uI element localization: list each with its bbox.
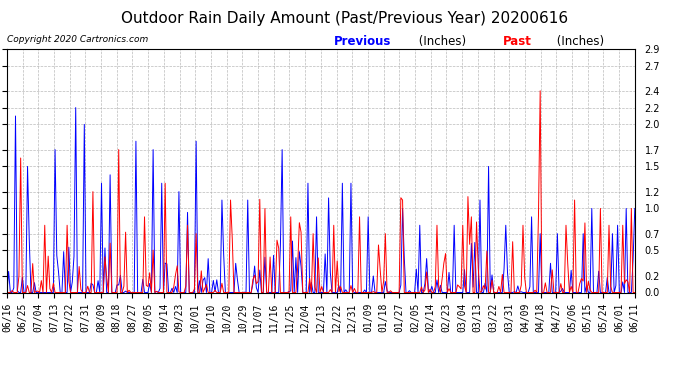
Previous	[65, 245, 73, 249]
Previous	[631, 206, 639, 211]
Text: Past: Past	[503, 35, 532, 48]
Past	[342, 290, 350, 295]
Text: (Inches): (Inches)	[553, 35, 604, 48]
Past	[132, 290, 140, 295]
Line: Past: Past	[7, 91, 635, 292]
Past	[3, 290, 11, 295]
Past	[433, 223, 441, 228]
Previous	[435, 290, 443, 295]
Text: Outdoor Rain Daily Amount (Past/Previous Year) 20200616: Outdoor Rain Daily Amount (Past/Previous…	[121, 11, 569, 26]
Text: Copyright 2020 Cartronics.com: Copyright 2020 Cartronics.com	[7, 35, 148, 44]
Past	[631, 290, 639, 295]
Previous	[133, 290, 141, 295]
Past	[467, 214, 475, 219]
Past	[65, 279, 73, 283]
Previous	[111, 290, 119, 295]
Previous	[469, 285, 477, 290]
Previous	[72, 105, 80, 110]
Previous	[3, 290, 11, 295]
Previous	[344, 290, 352, 295]
Past	[536, 88, 544, 93]
Text: Previous: Previous	[333, 35, 391, 48]
Past	[110, 290, 118, 295]
Text: (Inches): (Inches)	[415, 35, 466, 48]
Line: Previous: Previous	[7, 108, 635, 292]
